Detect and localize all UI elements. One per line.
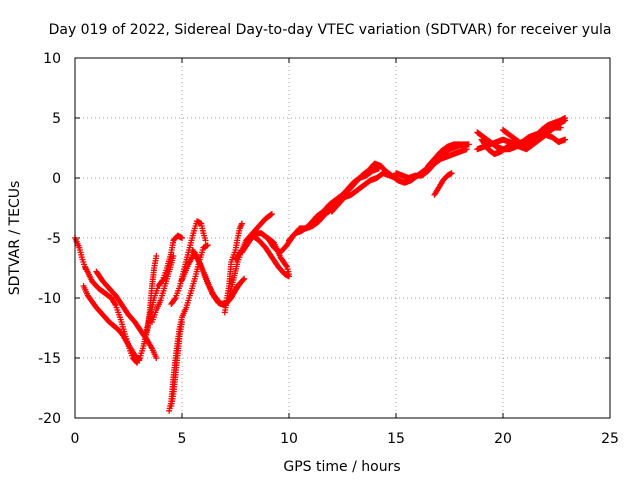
data-point-markers	[168, 319, 185, 409]
x-tick-label: 15	[387, 431, 405, 447]
series-track	[149, 253, 177, 325]
data-point-markers	[149, 253, 177, 325]
series-track	[243, 232, 292, 280]
series-track	[500, 115, 569, 148]
y-tick-label: 5	[52, 111, 61, 127]
data-point-markers	[82, 265, 141, 366]
series-track	[168, 319, 185, 409]
x-axis-label: GPS time / hours	[283, 459, 400, 475]
data-points	[72, 115, 569, 414]
data-point-markers	[425, 141, 470, 169]
y-tick-label: 0	[52, 171, 61, 187]
x-tick-label: 25	[601, 431, 619, 447]
data-point-markers	[307, 160, 391, 227]
series-track	[307, 160, 391, 227]
data-point-markers	[142, 232, 185, 337]
series-track	[425, 141, 470, 169]
x-tick-label: 20	[494, 431, 512, 447]
series-track	[478, 131, 569, 157]
data-point-markers	[393, 146, 470, 181]
series-track	[142, 232, 185, 337]
series-track	[393, 146, 470, 181]
data-point-markers	[243, 232, 292, 280]
y-tick-label: -10	[38, 291, 61, 307]
y-tick-label: -15	[38, 351, 61, 367]
series-track	[431, 170, 455, 198]
axis-ticks: 0 5 10 15 20 25 -20 -15 -10 -5 0 5 10	[38, 51, 619, 447]
y-axis-label: SDTVAR / TECUs	[7, 181, 23, 296]
x-tick-label: 10	[280, 431, 298, 447]
x-tick-label: 5	[178, 431, 187, 447]
series-track	[82, 265, 141, 366]
data-point-markers	[478, 131, 569, 157]
chart-title: Day 019 of 2022, Sidereal Day-to-day VTE…	[49, 22, 612, 38]
y-tick-label: 10	[43, 51, 61, 67]
y-tick-label: -20	[38, 411, 61, 427]
grid-lines	[75, 58, 610, 418]
x-tick-label: 0	[71, 431, 80, 447]
y-tick-label: -5	[47, 231, 61, 247]
data-point-markers	[431, 170, 455, 198]
data-point-markers	[500, 115, 569, 148]
plot-frame	[74, 57, 611, 419]
